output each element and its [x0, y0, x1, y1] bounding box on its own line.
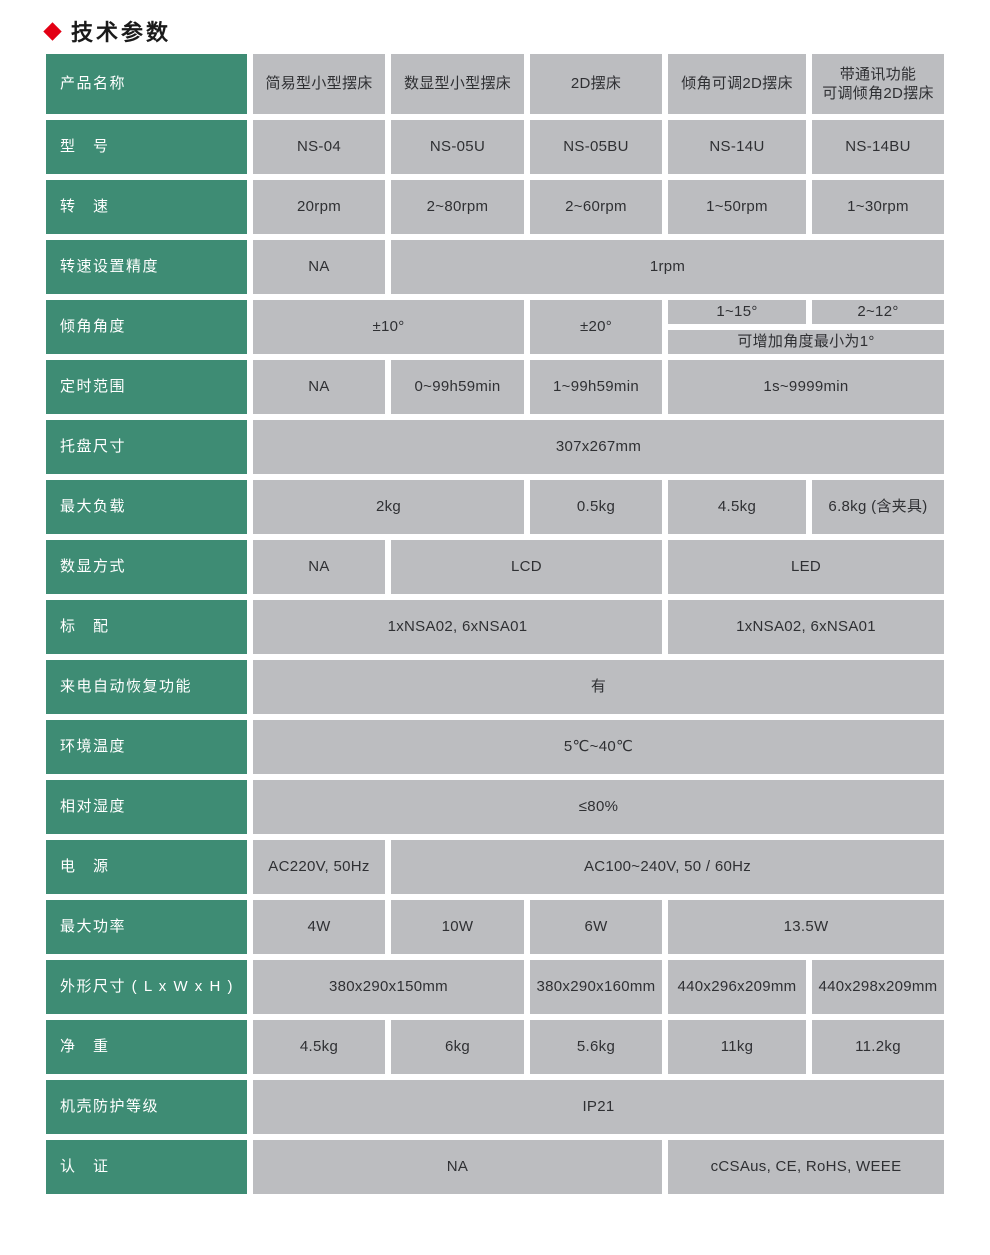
table-cell: 5℃~40℃ [253, 720, 944, 774]
table-cell: NA [253, 360, 385, 414]
table-cell: AC100~240V, 50 / 60Hz [391, 840, 944, 894]
table-cell: ±10° [253, 300, 524, 354]
table-cell: 2~80rpm [391, 180, 524, 234]
table-row-speed: 转 速 20rpm 2~80rpm 2~60rpm 1~50rpm 1~30rp… [46, 180, 944, 234]
table-cell: 1s~9999min [668, 360, 944, 414]
table-cell: NA [253, 540, 385, 594]
table-cell: LED [668, 540, 944, 594]
table-cell: NA [253, 1140, 662, 1194]
table-cell: 0~99h59min [391, 360, 524, 414]
row-label: 最大负载 [46, 480, 247, 534]
table-row-standard-config: 标 配 1xNSA02, 6xNSA01 1xNSA02, 6xNSA01 [46, 600, 944, 654]
table-cell: 6.8kg (含夹具) [812, 480, 944, 534]
table-cell: 440x296x209mm [668, 960, 806, 1014]
table-cell: 2~12° [812, 300, 944, 324]
table-cell: 1~15° [668, 300, 806, 324]
diamond-bullet-icon [43, 21, 62, 41]
table-cell: ±20° [530, 300, 662, 354]
table-cell: 6W [530, 900, 662, 954]
table-cell: 440x298x209mm [812, 960, 944, 1014]
table-cell: 20rpm [253, 180, 385, 234]
table-row-ambient-temperature: 环境温度 5℃~40℃ [46, 720, 944, 774]
table-cell: NS-05BU [530, 120, 662, 174]
spec-table: 产品名称 简易型小型摆床 数显型小型摆床 2D摆床 倾角可调2D摆床 带通讯功能… [46, 54, 944, 1194]
table-cell: 11.2kg [812, 1020, 944, 1074]
row-label: 定时范围 [46, 360, 247, 414]
table-cell: cCSAus, CE, RoHS, WEEE [668, 1140, 944, 1194]
table-cell: 6kg [391, 1020, 524, 1074]
table-cell: 13.5W [668, 900, 944, 954]
table-row-max-power: 最大功率 4W 10W 6W 13.5W [46, 900, 944, 954]
table-cell: 1xNSA02, 6xNSA01 [668, 600, 944, 654]
table-cell: 2kg [253, 480, 524, 534]
table-cell: 数显型小型摆床 [391, 54, 524, 114]
table-cell: 有 [253, 660, 944, 714]
table-cell: NA [253, 240, 385, 294]
page-header: 技术参数 [43, 16, 990, 46]
table-row-auto-restart: 来电自动恢复功能 有 [46, 660, 944, 714]
row-label: 型 号 [46, 120, 247, 174]
table-cell: 1xNSA02, 6xNSA01 [253, 600, 662, 654]
row-label: 产品名称 [46, 54, 247, 114]
table-cell: 5.6kg [530, 1020, 662, 1074]
table-row-speed-precision: 转速设置精度 NA 1rpm [46, 240, 944, 294]
table-cell: 0.5kg [530, 480, 662, 534]
table-cell: LCD [391, 540, 662, 594]
table-cell: 简易型小型摆床 [253, 54, 385, 114]
table-row-tray-size: 托盘尺寸 307x267mm [46, 420, 944, 474]
table-row-net-weight: 净 重 4.5kg 6kg 5.6kg 11kg 11.2kg [46, 1020, 944, 1074]
table-row-protection-rating: 机壳防护等级 IP21 [46, 1080, 944, 1134]
row-label: 标 配 [46, 600, 247, 654]
table-cell: 380x290x150mm [253, 960, 524, 1014]
row-label: 相对湿度 [46, 780, 247, 834]
table-cell: 4.5kg [668, 480, 806, 534]
table-cell: 1rpm [391, 240, 944, 294]
row-label: 托盘尺寸 [46, 420, 247, 474]
row-label: 倾角角度 [46, 300, 247, 354]
row-label: 机壳防护等级 [46, 1080, 247, 1134]
table-cell: 2~60rpm [530, 180, 662, 234]
table-cell: NS-14U [668, 120, 806, 174]
table-row-timer-range: 定时范围 NA 0~99h59min 1~99h59min 1s~9999min [46, 360, 944, 414]
row-label: 环境温度 [46, 720, 247, 774]
page-title: 技术参数 [71, 20, 172, 45]
table-cell: 10W [391, 900, 524, 954]
table-row-relative-humidity: 相对湿度 ≤80% [46, 780, 944, 834]
row-label: 数显方式 [46, 540, 247, 594]
table-cell: NS-05U [391, 120, 524, 174]
table-cell: 倾角可调2D摆床 [668, 54, 806, 114]
table-cell: 4W [253, 900, 385, 954]
row-label: 电 源 [46, 840, 247, 894]
table-cell: 1~30rpm [812, 180, 944, 234]
table-cell: 11kg [668, 1020, 806, 1074]
table-cell: 307x267mm [253, 420, 944, 474]
row-label: 认 证 [46, 1140, 247, 1194]
table-cell: AC220V, 50Hz [253, 840, 385, 894]
table-cell: 4.5kg [253, 1020, 385, 1074]
row-label: 转速设置精度 [46, 240, 247, 294]
table-row-product-name: 产品名称 简易型小型摆床 数显型小型摆床 2D摆床 倾角可调2D摆床 带通讯功能… [46, 54, 944, 114]
table-row-certification: 认 证 NA cCSAus, CE, RoHS, WEEE [46, 1140, 944, 1194]
table-row-tilt-angle: 倾角角度 ±10° ±20° 1~15° 2~12° 可增加角度最小为1° [46, 300, 944, 354]
row-label: 净 重 [46, 1020, 247, 1074]
table-cell: NS-04 [253, 120, 385, 174]
row-label: 最大功率 [46, 900, 247, 954]
table-cell: IP21 [253, 1080, 944, 1134]
table-cell: NS-14BU [812, 120, 944, 174]
table-row-max-load: 最大负载 2kg 0.5kg 4.5kg 6.8kg (含夹具) [46, 480, 944, 534]
table-cell: 2D摆床 [530, 54, 662, 114]
table-cell: 可增加角度最小为1° [668, 330, 944, 354]
table-row-display-type: 数显方式 NA LCD LED [46, 540, 944, 594]
table-row-power-supply: 电 源 AC220V, 50Hz AC100~240V, 50 / 60Hz [46, 840, 944, 894]
table-cell: 带通讯功能 可调倾角2D摆床 [812, 54, 944, 114]
row-label: 转 速 [46, 180, 247, 234]
table-cell: ≤80% [253, 780, 944, 834]
table-cell: 1~99h59min [530, 360, 662, 414]
table-cell: 380x290x160mm [530, 960, 662, 1014]
table-cell: 1~50rpm [668, 180, 806, 234]
row-label: 来电自动恢复功能 [46, 660, 247, 714]
row-label: 外形尺寸 ( L x W x H ) [46, 960, 247, 1014]
table-row-model: 型 号 NS-04 NS-05U NS-05BU NS-14U NS-14BU [46, 120, 944, 174]
table-row-dimensions: 外形尺寸 ( L x W x H ) 380x290x150mm 380x290… [46, 960, 944, 1014]
